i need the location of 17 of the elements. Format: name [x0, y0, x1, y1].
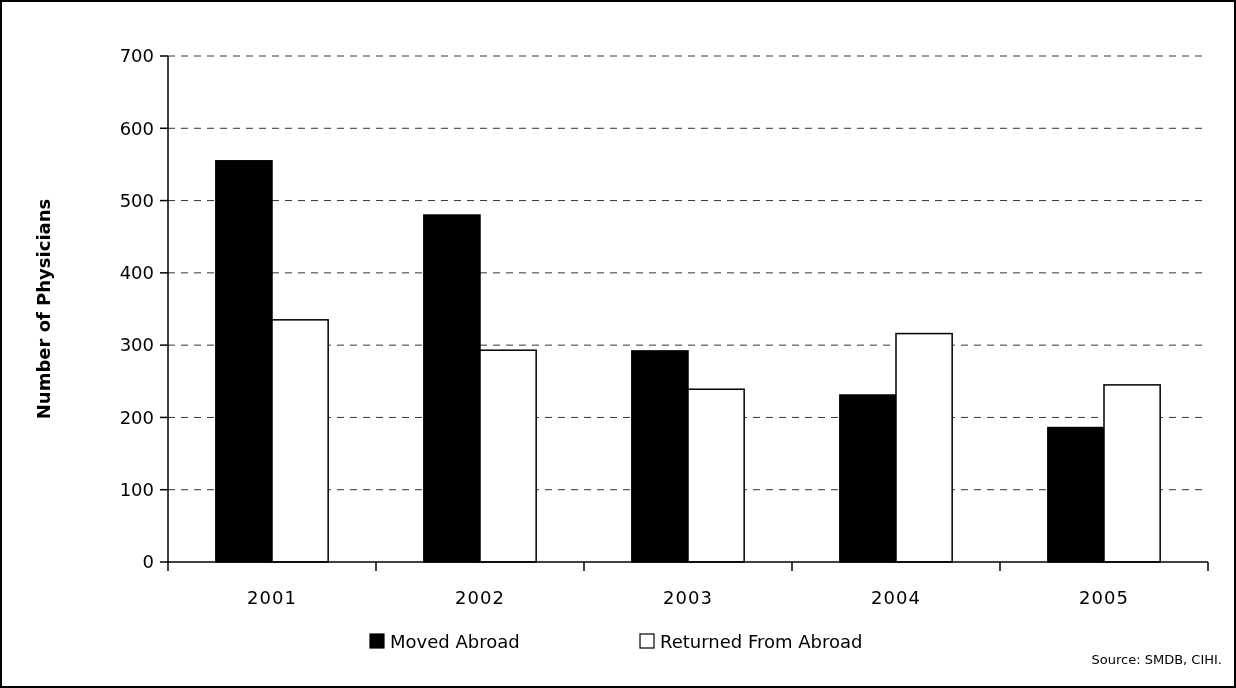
x-tick-label: 2003	[663, 587, 713, 608]
y-tick-label: 700	[119, 45, 154, 67]
y-tick-label: 200	[119, 406, 154, 428]
y-tick-label: 100	[119, 479, 154, 501]
y-tick-label: 300	[119, 334, 154, 356]
legend-label: Returned From Abroad	[660, 631, 863, 652]
x-tick-label: 2005	[1079, 587, 1129, 608]
x-tick-label: 2002	[455, 587, 505, 608]
y-axis-title: Number of Physicians	[33, 198, 54, 420]
y-tick-label: 500	[119, 189, 154, 211]
legend-label: Moved Abroad	[390, 631, 520, 652]
x-tick-label: 2001	[247, 587, 297, 608]
source-note: Source: SMDB, CIHI.	[1091, 652, 1222, 667]
y-tick-label: 0	[142, 551, 154, 573]
y-tick-label: 400	[119, 262, 154, 284]
x-tick-label: 2004	[871, 587, 921, 608]
y-tick-label: 600	[119, 117, 154, 139]
